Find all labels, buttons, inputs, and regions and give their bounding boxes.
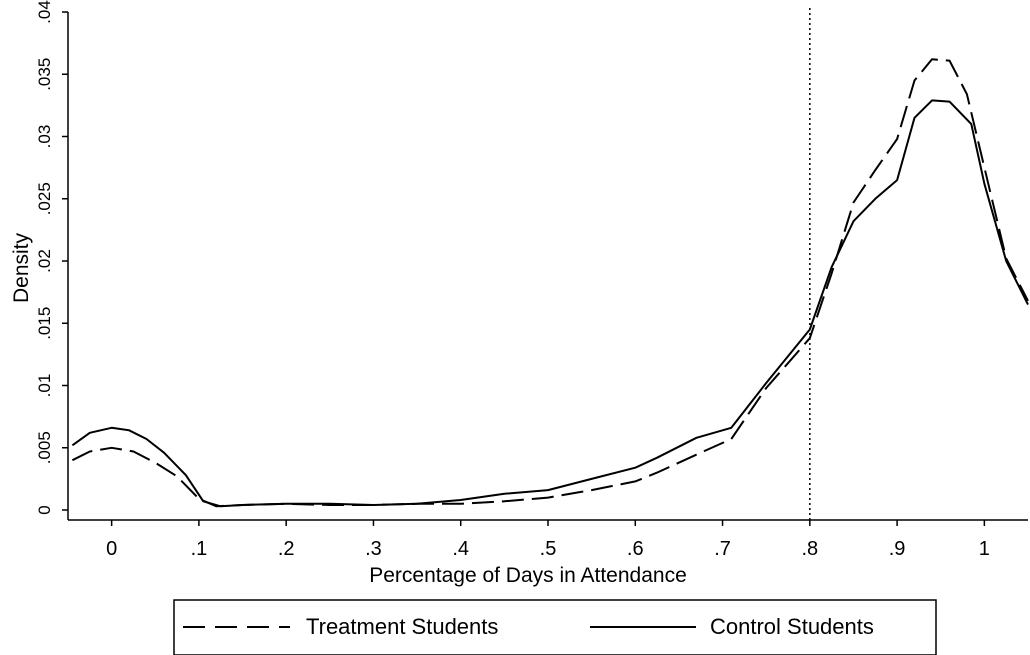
x-axis-title: Percentage of Days in Attendance: [369, 564, 687, 587]
x-tick-label: .8: [801, 538, 818, 560]
y-tick-label: .02: [35, 249, 54, 273]
y-tick-label: .025: [35, 182, 54, 215]
y-tick-label: 0: [35, 505, 54, 514]
y-tick-label: .015: [35, 307, 54, 340]
plot-area: 0 .005 .01 .015 .02 .025 .03 .035 .04 0 .1 .2 .3 .4.…: [35, 0, 1029, 560]
x-tick-label: 0: [106, 538, 117, 560]
y-tick-label: .01: [35, 374, 54, 398]
x-tick-label: .1: [191, 538, 208, 560]
series-layer: [71, 58, 1029, 508]
series-line-treatment: [71, 58, 1029, 508]
x-tick-label: .4: [452, 538, 469, 560]
y-tick-label: .005: [35, 431, 54, 464]
y-tick-label: .04: [35, 0, 54, 24]
x-tick-label: .3: [365, 538, 382, 560]
x-tick-label: .6: [627, 538, 644, 560]
x-tick-label: .7: [714, 538, 731, 560]
y-axis-ticks: 0 .005 .01 .015 .02 .025 .03 .035 .04: [35, 0, 68, 515]
series-line-control: [71, 99, 1029, 508]
x-tick-label: .5: [540, 538, 557, 560]
legend-label-control: Control Students: [710, 614, 874, 639]
x-axis-ticks: 0 .1 .2 .3 .4 .5 .6 .7 .8 .9 1: [106, 520, 990, 560]
x-tick-label: 1: [979, 538, 990, 560]
legend-label-treatment: Treatment Students: [306, 614, 498, 639]
x-tick-label: .2: [278, 538, 295, 560]
legend-box: [173, 599, 937, 655]
y-tick-label: .03: [35, 125, 54, 149]
y-axis-title: Density: [10, 232, 33, 303]
x-tick-label: .9: [889, 538, 906, 560]
y-tick-label: .035: [35, 58, 54, 91]
legend: Treatment Students Control Students: [173, 599, 937, 655]
